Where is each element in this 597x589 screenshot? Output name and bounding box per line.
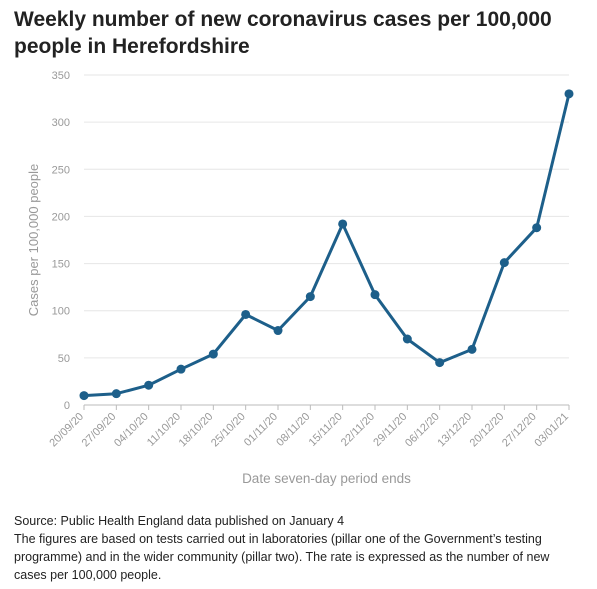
x-tick-label: 27/12/20 [500, 411, 539, 450]
x-tick-label: 25/10/20 [209, 411, 248, 450]
data-point [111, 389, 121, 399]
y-tick-label: 200 [52, 211, 70, 223]
x-tick-label: 27/09/20 [80, 411, 119, 450]
y-tick-label: 100 [52, 306, 70, 318]
methodology-note: The figures are based on tests carried o… [14, 532, 550, 582]
x-tick-label: 04/10/20 [112, 411, 151, 450]
x-tick-label: 08/11/20 [274, 411, 312, 449]
data-point [176, 364, 186, 374]
line-chart: 0 50 100 150 200 250 300 350 20/09/2027/09/2004… [26, 70, 574, 486]
data-point [79, 391, 89, 401]
chart-footer: Source: Public Health England data publi… [14, 512, 584, 584]
data-point [564, 89, 574, 99]
x-tick-label: 22/11/20 [339, 411, 377, 449]
y-tick-label: 0 [64, 400, 70, 412]
data-points [79, 89, 574, 401]
x-tick-labels: 20/09/2027/09/2004/10/2011/10/2018/10/20… [47, 405, 571, 449]
x-tick-label: 20/09/20 [47, 411, 86, 450]
x-tick-label: 03/01/21 [532, 411, 571, 450]
data-point [402, 334, 412, 344]
y-tick-label: 50 [58, 353, 70, 365]
data-point [273, 326, 283, 336]
x-tick-label: 11/10/20 [145, 411, 183, 449]
x-tick-label: 20/12/20 [468, 411, 507, 450]
series-line [83, 93, 571, 398]
y-axis-label: Cases per 100,000 people [26, 164, 41, 317]
data-point [208, 349, 218, 359]
data-point [370, 290, 380, 300]
data-point [499, 258, 509, 268]
x-tick-label: 06/12/20 [403, 411, 442, 450]
y-tick-labels: 0 50 100 150 200 250 300 350 [52, 70, 70, 412]
source-note: Source: Public Health England data publi… [14, 514, 345, 528]
x-tick-label: 18/10/20 [177, 411, 216, 450]
x-tick-label: 13/12/20 [435, 411, 474, 450]
x-tick-label: 29/11/20 [371, 411, 409, 449]
y-tick-label: 300 [52, 117, 70, 129]
y-tick-label: 250 [52, 164, 70, 176]
y-tick-label: 150 [52, 259, 70, 271]
data-point [467, 344, 477, 354]
chart-title: Weekly number of new coronavirus cases p… [14, 8, 552, 58]
data-point [338, 219, 348, 229]
x-tick-label: 15/11/20 [307, 411, 345, 449]
x-axis-label: Date seven-day period ends [242, 471, 411, 486]
data-point [435, 358, 445, 368]
data-point [305, 292, 315, 302]
gridlines [84, 74, 569, 359]
data-point [144, 380, 154, 390]
data-point [532, 223, 542, 233]
data-point [241, 309, 251, 319]
y-tick-label: 350 [52, 70, 70, 82]
x-tick-label: 01/11/20 [242, 411, 280, 449]
